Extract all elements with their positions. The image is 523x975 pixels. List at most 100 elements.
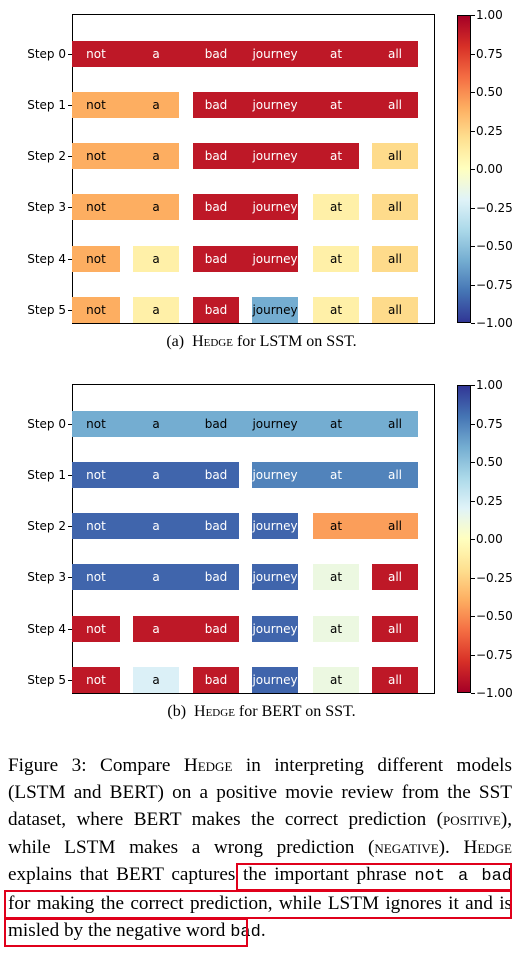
step-tick: [68, 526, 72, 527]
heatmap-segment: [372, 194, 418, 220]
colorbar-tick: [471, 246, 475, 247]
heatmap-segment: [72, 143, 179, 169]
word-label: journey: [252, 622, 298, 636]
word-label: bad: [204, 303, 228, 317]
word-label: at: [329, 673, 343, 687]
heatmap-segment: [72, 41, 418, 67]
caption-highlighted-text: for making the correct prediction,: [8, 893, 273, 915]
heatmap-segment: [193, 297, 239, 323]
step-tick: [68, 310, 72, 311]
colorbar-tick: [471, 15, 475, 16]
word-label: bad: [204, 47, 228, 61]
heatmap-segment: [372, 564, 418, 590]
caption-part: ).: [438, 836, 464, 858]
word-label: journey: [252, 417, 298, 431]
heatmap-segment: [133, 246, 179, 272]
word-label: a: [152, 149, 160, 163]
word-label: at: [329, 200, 343, 214]
step-label: Step 3: [27, 200, 66, 214]
word-label: journey: [252, 519, 298, 533]
word-label: a: [152, 200, 160, 214]
word-label: bad: [204, 200, 228, 214]
heatmap-segment: [372, 667, 418, 693]
colorbar-tick-label: 1.00: [476, 8, 503, 22]
word-label: not: [86, 673, 106, 687]
colorbar-tick-label: 0.50: [476, 455, 503, 469]
word-label: a: [152, 252, 160, 266]
colorbar-tick: [471, 207, 475, 209]
step-label: Step 3: [27, 570, 66, 584]
panel-a-lstm: (a) Hedge for LSTM on SST. Step 0 not a bad…: [0, 0, 523, 360]
colorbar-tick: [471, 385, 475, 386]
subcaption-a-label: (a): [166, 333, 185, 350]
word-label: a: [152, 98, 160, 112]
word-label: bad: [204, 149, 228, 163]
heatmap-segment: [72, 297, 120, 323]
heatmap-segment: [72, 667, 120, 693]
colorbar-tick-label: 0.75: [476, 416, 503, 431]
colorbar-tick-label: −0.75: [476, 277, 513, 292]
caption-part: in interpreting different models (LSTM a…: [8, 755, 512, 831]
word-label: not: [86, 252, 106, 266]
heatmap-segment: [72, 462, 239, 488]
step-tick: [68, 424, 72, 425]
step-tick: [68, 156, 72, 157]
word-label: all: [387, 47, 403, 61]
colorbar-tick: [471, 577, 475, 579]
word-label: at: [329, 570, 343, 584]
colorbar-tick-label: 0.75: [476, 46, 503, 61]
heatmap-segment: [72, 194, 179, 220]
colorbar-tick-label: 0.25: [476, 123, 503, 138]
caption-part: Figure 3: Compare: [8, 755, 184, 776]
word-label: not: [86, 468, 106, 482]
heatmap-segment: [72, 246, 120, 272]
heatmap-segment: [252, 513, 298, 539]
subcaption-b-text: for BERT on SST.: [238, 703, 356, 720]
heatmap-segment: [252, 667, 298, 693]
colorbar-tick-label: −0.25: [476, 570, 513, 585]
heatmap-segment: [372, 616, 418, 642]
word-label: not: [86, 200, 106, 214]
colorbar-tick: [471, 693, 475, 694]
word-label: all: [387, 98, 403, 112]
word-label: at: [329, 519, 343, 533]
step-tick: [68, 629, 72, 630]
colorbar-tick: [471, 284, 475, 286]
heatmap-segment: [313, 616, 359, 642]
caption-hedge: Hedge: [183, 755, 233, 776]
subcaption-b-method: Hedge: [194, 703, 235, 720]
colorbar-tick: [471, 53, 475, 55]
word-label: all: [387, 200, 403, 214]
word-label: journey: [252, 303, 298, 317]
step-label: Step 0: [27, 417, 66, 431]
word-label: a: [152, 303, 160, 317]
word-label: a: [152, 417, 160, 431]
word-label: journey: [252, 570, 298, 584]
heatmap-segment: [133, 297, 179, 323]
subcaption-b: (b) Hedge for BERT on SST.: [0, 702, 523, 722]
caption-negative: negative: [374, 836, 439, 858]
word-label: a: [152, 673, 160, 687]
step-tick: [68, 680, 72, 681]
word-label: bad: [204, 673, 228, 687]
subcaption-a-text: for LSTM on SST.: [236, 333, 357, 350]
heatmap-segment: [193, 143, 359, 169]
colorbar-tick-label: −1.00: [476, 316, 513, 330]
step-tick: [68, 577, 72, 578]
word-label: bad: [204, 417, 228, 431]
word-label: a: [152, 468, 160, 482]
word-label: at: [329, 98, 343, 112]
heatmap-segment: [372, 143, 418, 169]
word-label: at: [329, 303, 343, 317]
heatmap-segment: [313, 246, 359, 272]
word-label: a: [152, 47, 160, 61]
word-label: all: [387, 303, 403, 317]
colorbar-tick: [471, 323, 475, 324]
step-tick: [68, 259, 72, 260]
heatmap-segment: [313, 564, 359, 590]
heatmap-segment: [133, 616, 239, 642]
colorbar-tick: [471, 130, 475, 132]
heatmap-segment: [72, 564, 239, 590]
colorbar-tick-label: 0.00: [476, 532, 503, 546]
colorbar-tick-label: −0.25: [476, 200, 513, 215]
